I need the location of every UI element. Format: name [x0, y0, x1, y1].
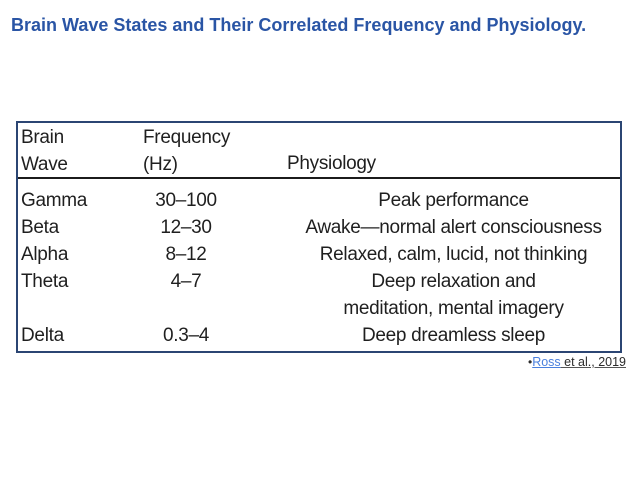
wave-frequency: 8–12	[165, 244, 207, 265]
header-brain-wave-line1: Brain	[21, 127, 64, 148]
table-row-delta: Delta 0.3–4 Deep dreamless sleep	[18, 322, 620, 349]
header-brain-wave: Brain Wave	[18, 123, 130, 178]
citation-bullet: •	[527, 355, 533, 369]
wave-name: Theta	[21, 271, 69, 292]
citation: •Ross et al., 2019	[528, 355, 626, 369]
citation-link[interactable]: Ross	[532, 355, 561, 369]
header-brain-wave-line2: Wave	[21, 154, 68, 175]
header-frequency-line2: (Hz)	[143, 154, 178, 175]
wave-frequency: 12–30	[160, 217, 212, 238]
wave-frequency: 0.3–4	[162, 325, 210, 346]
table-body: Gamma 30–100 Peak performance Beta 12–30…	[18, 179, 620, 349]
table-row-theta: Theta 4–7 Deep relaxation and meditation…	[18, 268, 620, 322]
table-header-row: Brain Wave Frequency (Hz) Physiology	[18, 123, 620, 179]
table-row-gamma: Gamma 30–100 Peak performance	[18, 187, 620, 214]
table-row-alpha: Alpha 8–12 Relaxed, calm, lucid, not thi…	[18, 241, 620, 268]
header-frequency: Frequency (Hz)	[130, 123, 242, 178]
wave-name: Alpha	[21, 244, 69, 265]
wave-name: Beta	[21, 217, 59, 238]
header-physiology: Physiology	[242, 123, 620, 178]
brain-wave-table: Brain Wave Frequency (Hz) Physiology Gam…	[16, 121, 622, 353]
wave-physiology: Deep dreamless sleep	[361, 325, 546, 346]
page-title: Brain Wave States and Their Correlated F…	[11, 15, 587, 35]
wave-name: Gamma	[21, 190, 88, 211]
wave-physiology: Deep relaxation and meditation, mental i…	[343, 271, 564, 319]
table-row-beta: Beta 12–30 Awake—normal alert consciousn…	[18, 214, 620, 241]
header-physiology-label: Physiology	[287, 153, 376, 174]
header-frequency-line1: Frequency	[143, 127, 231, 148]
wave-physiology: Awake—normal alert consciousness	[305, 217, 602, 238]
wave-name: Delta	[21, 325, 64, 346]
wave-physiology: Relaxed, calm, lucid, not thinking	[319, 244, 588, 265]
wave-frequency: 4–7	[170, 271, 202, 292]
citation-rest: et al., 2019	[560, 355, 626, 369]
wave-frequency: 30–100	[155, 190, 217, 211]
wave-physiology: Peak performance	[378, 190, 529, 211]
